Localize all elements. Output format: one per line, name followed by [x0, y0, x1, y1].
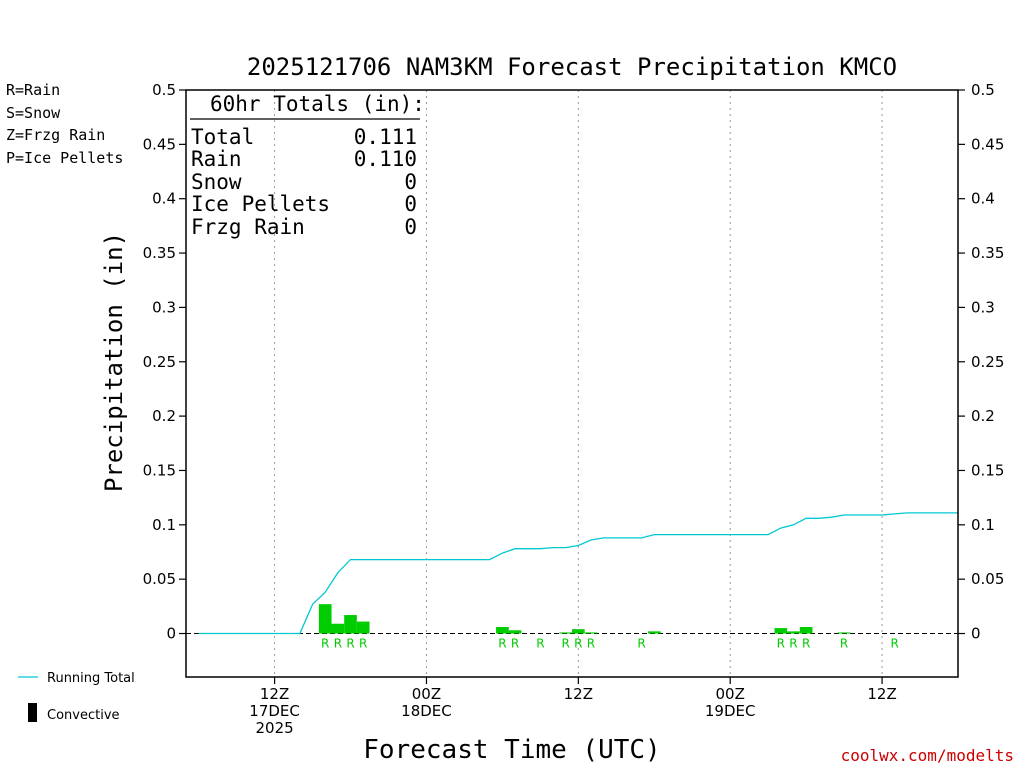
precip-bar: [496, 626, 509, 634]
ptype-marker: R: [587, 637, 595, 651]
x-tick-label: 12Z: [260, 685, 289, 703]
vertical-grid: [274, 90, 883, 677]
x-tick-label: 00Z: [716, 685, 745, 703]
y-tick-label-right: 0.4: [971, 190, 995, 208]
y-tick-label-right: 0.25: [971, 353, 1004, 371]
totals-box: 60hr Totals (in): Total 0.111 Rain 0.110…: [190, 92, 425, 239]
totals-header: 60hr Totals (in):: [210, 92, 425, 116]
y-tick-label-right: 0.35: [971, 244, 1004, 262]
ptype-marker: R: [346, 637, 354, 651]
x-tick-label: 12Z: [867, 685, 896, 703]
ptype-marker: R: [789, 637, 797, 651]
y-tick-label-left: 0.35: [143, 244, 176, 262]
legend-rain: R=Rain: [6, 81, 60, 99]
left-axis-ticks: 0 0.05 0.1 0.15 0.2 0.25 0.3 0.35 0.4 0.45 0.5: [143, 81, 186, 643]
y-tick-label-left: 0.05: [143, 570, 176, 588]
plot-frame: [185, 89, 959, 678]
y-tick-label-right: 0.5: [971, 81, 995, 99]
x-tick-label: 2025: [255, 719, 293, 737]
ptype-marker: R: [334, 637, 342, 651]
totals-total-label: Total: [191, 125, 254, 149]
y-tick-label-right: 0: [971, 625, 981, 643]
x-tick-label: 12Z: [564, 685, 593, 703]
y-tick-label-left: 0.2: [152, 407, 176, 425]
x-tick-label: 18DEC: [401, 702, 452, 720]
legend-snow: S=Snow: [6, 104, 61, 122]
y-tick-label-right: 0.45: [971, 135, 1004, 153]
ptype-legend: R=Rain S=Snow Z=Frzg Rain P=Ice Pellets: [6, 81, 123, 167]
legend-ice-pellets: P=Ice Pellets: [6, 149, 123, 167]
ptype-marker: R: [802, 637, 810, 651]
y-tick-label-left: 0: [166, 625, 176, 643]
totals-ice-label: Ice Pellets: [191, 192, 330, 216]
right-axis-ticks: 0 0.05 0.1 0.15 0.2 0.25 0.3 0.35 0.4 0.45 0.5: [958, 81, 1004, 643]
y-tick-label-left: 0.15: [143, 461, 176, 479]
running-total-legend-label: Running Total: [47, 671, 135, 686]
x-tick-label: 19DEC: [705, 702, 756, 720]
y-tick-label-right: 0.3: [971, 298, 995, 316]
precip-bar: [318, 604, 332, 634]
precip-bar: [331, 623, 345, 634]
y-tick-label-left: 0.3: [152, 298, 176, 316]
running-total-line: [198, 512, 958, 635]
totals-frzg-value: 0: [404, 215, 417, 239]
totals-snow-value: 0: [404, 170, 417, 194]
y-tick-label-left: 0.5: [152, 81, 176, 99]
x-tick-label: 17DEC: [249, 702, 300, 720]
precip-bar: [647, 631, 661, 634]
x-axis-label: Forecast Time (UTC): [363, 735, 660, 765]
y-tick-label-left: 0.1: [152, 516, 176, 534]
ptype-marker: R: [562, 637, 570, 651]
y-tick-label-left: 0.25: [143, 353, 176, 371]
totals-rain-label: Rain: [191, 147, 242, 171]
x-tick-label: 00Z: [412, 685, 441, 703]
y-tick-label-left: 0.4: [152, 190, 176, 208]
y-tick-label-right: 0.05: [971, 570, 1004, 588]
chart-title: 2025121706 NAM3KM Forecast Precipitation…: [247, 53, 897, 81]
y-tick-label-right: 0.15: [971, 461, 1004, 479]
ptype-marker: R: [498, 637, 506, 651]
ptype-marker: R: [321, 637, 329, 651]
ptype-marker: R: [536, 637, 544, 651]
precip-bar: [559, 632, 572, 634]
precip-bar: [837, 632, 851, 634]
precip-bar: [799, 626, 813, 634]
y-axis-label: Precipitation (in): [100, 232, 128, 492]
convective-legend-label: Convective: [47, 708, 120, 723]
totals-frzg-label: Frzg Rain: [191, 215, 305, 239]
ptype-marker: R: [511, 637, 519, 651]
totals-total-value: 0.111: [354, 125, 417, 149]
legend-frzg-rain: Z=Frzg Rain: [6, 126, 105, 144]
y-tick-label-left: 0.45: [143, 135, 176, 153]
convective-legend-swatch: [28, 703, 37, 722]
precip-bar: [344, 615, 357, 634]
precip-bar: [572, 629, 585, 634]
precip-bar: [774, 628, 788, 634]
precip-bar: [356, 621, 370, 634]
precip-bar: [508, 630, 522, 634]
ptype-marker: R: [574, 637, 582, 651]
ptype-marker: R: [840, 637, 848, 651]
y-tick-label-right: 0.1: [971, 516, 995, 534]
totals-rain-value: 0.110: [354, 147, 417, 171]
ptype-marker: R: [777, 637, 785, 651]
totals-snow-label: Snow: [191, 170, 242, 194]
totals-ice-value: 0: [404, 192, 417, 216]
ptype-marker: R: [891, 637, 899, 651]
precip-bar: [787, 631, 800, 634]
source-label: coolwx.com/modelts: [841, 746, 1014, 765]
y-tick-label-right: 0.2: [971, 407, 995, 425]
ptype-marker: R: [359, 637, 367, 651]
ptype-marker: R: [637, 637, 645, 651]
precip-bars: [318, 604, 851, 634]
precip-bar: [584, 632, 598, 634]
